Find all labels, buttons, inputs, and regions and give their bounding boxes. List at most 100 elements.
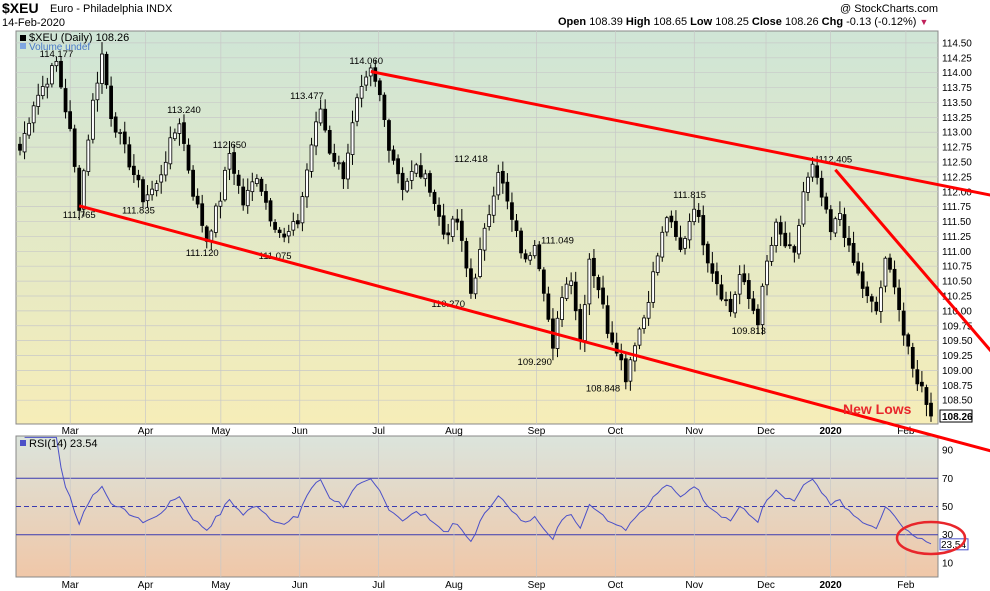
candle-body bbox=[318, 108, 323, 124]
candle-body bbox=[915, 369, 920, 385]
candle-body bbox=[273, 222, 277, 230]
candle-body bbox=[405, 180, 410, 192]
price-y-axis: 108.50 108.75 109.00 109.25 109.50 109.75 110.… bbox=[942, 38, 973, 406]
candle-body bbox=[305, 169, 309, 198]
candle-body bbox=[122, 131, 127, 145]
price-y-tick-label: 113.00 bbox=[942, 128, 972, 139]
candle-body bbox=[719, 284, 724, 300]
candle-body bbox=[68, 111, 72, 129]
candle-body bbox=[350, 122, 355, 155]
candle-body bbox=[177, 123, 182, 134]
candle-body bbox=[778, 222, 783, 235]
candle-body bbox=[596, 277, 601, 291]
price-value-label: 111.815 bbox=[673, 190, 706, 201]
candle-body bbox=[77, 167, 82, 211]
ohlc-summary: Open 108.39 High 108.65 Low 108.25 Close… bbox=[558, 16, 928, 28]
candle-body bbox=[95, 82, 100, 101]
candle-body bbox=[610, 332, 615, 343]
candle-body bbox=[605, 305, 610, 334]
candle-body bbox=[901, 310, 906, 336]
candle-body bbox=[810, 163, 815, 178]
candle-body bbox=[423, 173, 428, 180]
price-y-tick-label: 113.50 bbox=[942, 98, 972, 109]
candle-body bbox=[469, 268, 473, 294]
candle-body bbox=[728, 298, 733, 313]
candle-body bbox=[81, 170, 86, 210]
last-price-label: 108.26 bbox=[942, 412, 973, 423]
candle-body bbox=[664, 217, 669, 233]
candle-body bbox=[541, 269, 546, 294]
high-label: High bbox=[625, 16, 651, 28]
candle-body bbox=[532, 245, 537, 257]
candle-body bbox=[842, 214, 847, 238]
candle-body bbox=[441, 215, 446, 235]
candle-body bbox=[327, 130, 332, 154]
candle-body bbox=[660, 231, 665, 258]
candle-body bbox=[500, 170, 505, 184]
price-y-tick-label: 114.25 bbox=[942, 53, 972, 64]
candle-body bbox=[459, 220, 464, 241]
candle-body bbox=[865, 286, 870, 297]
price-y-tick-label: 110.75 bbox=[942, 262, 972, 273]
candle-body bbox=[824, 196, 829, 210]
candle-body bbox=[286, 231, 291, 237]
candle-body bbox=[787, 244, 792, 247]
trendline bbox=[370, 70, 990, 197]
rsi-legend: RSI(14) 23.54 bbox=[20, 438, 97, 450]
candle-body bbox=[546, 293, 551, 320]
candle-body bbox=[505, 181, 510, 202]
price-x-tick-label: Jul bbox=[372, 426, 385, 437]
candle-body bbox=[619, 354, 624, 361]
candle-body bbox=[879, 287, 883, 312]
legend-swatch-volume bbox=[20, 43, 26, 49]
candle-body bbox=[359, 85, 364, 99]
candle-body bbox=[241, 186, 246, 206]
candle-body bbox=[40, 86, 45, 97]
candle-body bbox=[514, 220, 519, 231]
price-x-axis: Mar Apr May Jun Jul Aug Sep Oct Nov Dec 2020 Feb bbox=[62, 426, 915, 437]
candle-body bbox=[819, 177, 824, 198]
candle-body bbox=[464, 241, 469, 269]
new-lows-annotation: New Lows bbox=[843, 401, 912, 417]
candle-body bbox=[59, 60, 63, 88]
price-y-tick-label: 111.50 bbox=[942, 217, 972, 228]
candle-body bbox=[487, 214, 492, 227]
candle-body bbox=[113, 116, 118, 133]
candle-body bbox=[432, 191, 437, 204]
price-value-label: 112.405 bbox=[819, 155, 853, 166]
candle-body bbox=[573, 281, 578, 312]
legend-swatch-price bbox=[20, 35, 26, 41]
rsi-y-tick-label: 10 bbox=[942, 558, 954, 569]
candle-body bbox=[428, 173, 432, 193]
price-y-tick-label: 114.50 bbox=[942, 38, 972, 49]
candle-body bbox=[906, 334, 911, 347]
chart-symbol: $XEU bbox=[2, 0, 39, 16]
candle-body bbox=[828, 209, 833, 233]
candle-body bbox=[104, 53, 109, 86]
candle-body bbox=[141, 179, 145, 203]
candle-body bbox=[90, 99, 95, 140]
candle-body bbox=[869, 296, 874, 302]
price-x-tick-label: Mar bbox=[62, 426, 80, 437]
candle-body bbox=[346, 152, 350, 180]
price-x-tick-label: May bbox=[211, 426, 230, 437]
candle-body bbox=[377, 80, 382, 96]
price-value-label: 111.049 bbox=[541, 235, 574, 246]
candle-body bbox=[136, 174, 141, 181]
candle-body bbox=[227, 153, 232, 170]
rsi-x-tick-label: Dec bbox=[757, 580, 775, 591]
price-y-tick-label: 112.50 bbox=[942, 158, 972, 169]
price-value-label: 113.477 bbox=[290, 91, 324, 102]
candle-body bbox=[336, 162, 341, 165]
candle-body bbox=[50, 65, 54, 85]
candle-body bbox=[213, 205, 218, 233]
candle-body bbox=[756, 308, 760, 326]
rsi-x-tick-label: Aug bbox=[445, 580, 463, 591]
stockcharts-credit[interactable]: @ StockCharts.com bbox=[840, 3, 938, 15]
candle-body bbox=[291, 221, 296, 231]
candle-body bbox=[851, 243, 856, 263]
candle-body bbox=[268, 200, 273, 222]
oversold-highlight-circle bbox=[895, 520, 967, 556]
chg-label: Chg bbox=[821, 16, 844, 28]
